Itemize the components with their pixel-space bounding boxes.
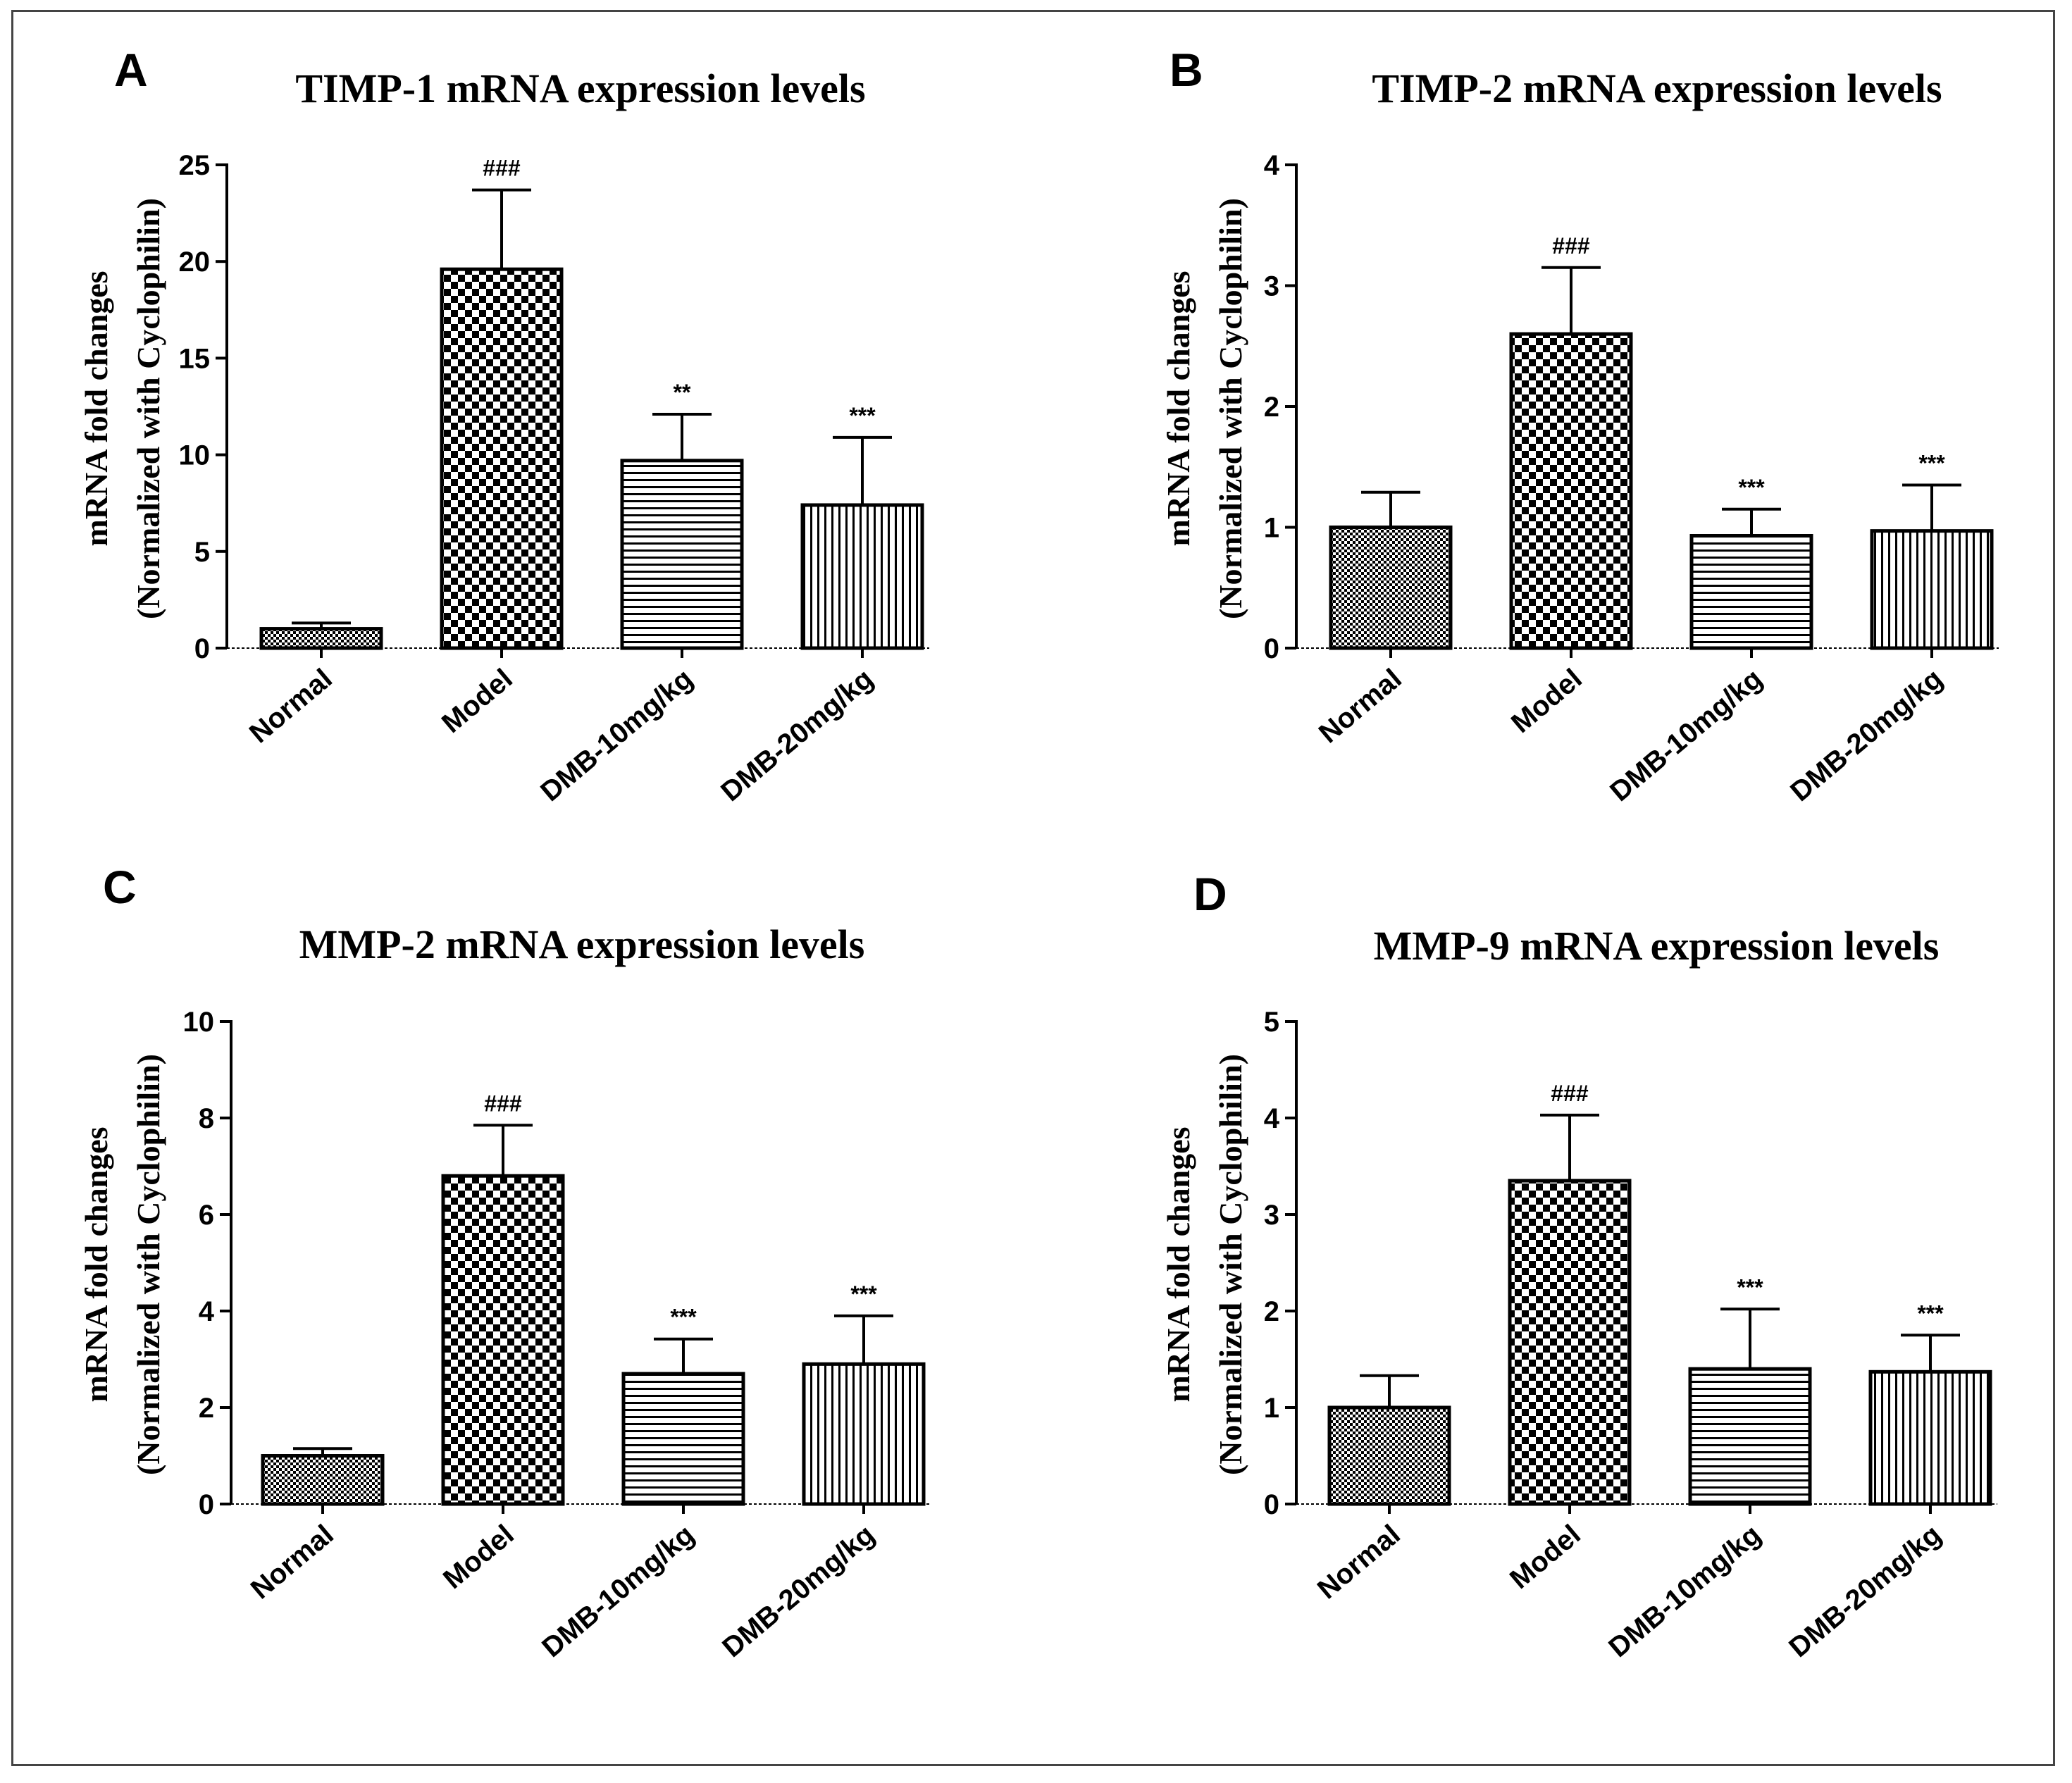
y-tick-label: 10	[183, 1007, 215, 1038]
y-tick-label: 0	[194, 633, 210, 664]
panel-letter: B	[1170, 44, 1203, 96]
significance-label: ***	[1917, 1300, 1944, 1326]
bar-dmb-10mg-kg	[621, 1372, 745, 1506]
y-tick-label: 8	[199, 1103, 214, 1134]
significance-label: ***	[1737, 1274, 1763, 1300]
bar-model	[440, 267, 564, 650]
y-axis-label: mRNA fold changes	[78, 1126, 114, 1402]
x-tick-label: Model	[438, 1519, 520, 1595]
y-tick-label: 4	[1264, 150, 1280, 181]
x-tick-label: DMB-20mg/kg	[1785, 663, 1949, 807]
y-axis-label: mRNA fold changes	[78, 271, 114, 546]
y-tick-label: 3	[1264, 1200, 1279, 1231]
panel-letter: A	[114, 44, 148, 96]
x-tick-label: DMB-10mg/kg	[535, 663, 699, 807]
bar-dmb-20mg-kg	[1870, 529, 1994, 650]
panel-a: A TIMP-1 mRNA expression levels mRNA fol…	[78, 44, 929, 807]
bar-normal	[261, 1454, 385, 1506]
x-tick-label: Model	[1504, 1519, 1587, 1595]
panel-letter: D	[1193, 868, 1227, 920]
panel-b: B TIMP-2 mRNA expression levels mRNA fol…	[1160, 44, 1999, 807]
y-axis-label-sub: (Normalized with Cyclophilin)	[130, 198, 166, 619]
x-tick-label: Normal	[245, 1519, 340, 1605]
x-tick-label: Normal	[244, 663, 338, 749]
bar-dmb-10mg-kg	[620, 459, 744, 650]
figure-frame	[11, 10, 2055, 1766]
panel-title: MMP-2 mRNA expression levels	[299, 921, 865, 967]
y-axis-label: mRNA fold changes	[1160, 1126, 1196, 1402]
significance-label: ###	[1551, 1081, 1589, 1106]
plot-area: 0 1 2 3 4 5 Normal ### Model *** DMB-10mg/kg *** DMB…	[1264, 1007, 1997, 1663]
bar-dmb-10mg-kg	[1688, 1367, 1812, 1506]
significance-label: **	[674, 380, 691, 405]
y-axis-label-sub: (Normalized with Cyclophilin)	[130, 1054, 166, 1475]
significance-label: ###	[1552, 233, 1590, 259]
x-tick-label: DMB-10mg/kg	[1604, 663, 1768, 807]
y-tick-label: 5	[1264, 1007, 1279, 1038]
bar-normal	[1327, 1405, 1451, 1506]
x-tick-label: Model	[1506, 663, 1588, 739]
x-tick-label: DMB-20mg/kg	[716, 1519, 881, 1663]
bar-model	[441, 1174, 565, 1506]
y-tick-label: 2	[1264, 392, 1279, 423]
y-tick-label: 0	[1264, 1489, 1279, 1520]
y-tick-label: 0	[199, 1489, 214, 1520]
x-tick-label: DMB-20mg/kg	[715, 663, 879, 807]
y-tick-label: 3	[1264, 271, 1279, 302]
panel-title: TIMP-1 mRNA expression levels	[295, 66, 865, 111]
y-tick-label: 20	[179, 247, 211, 278]
significance-label: ***	[670, 1305, 697, 1330]
bar-normal	[259, 627, 383, 650]
x-tick-label: DMB-10mg/kg	[1603, 1519, 1767, 1663]
y-tick-label: 1	[1264, 513, 1279, 544]
bar-normal	[1329, 526, 1453, 650]
y-tick-label: 2	[199, 1393, 214, 1424]
bar-model	[1509, 332, 1633, 650]
x-tick-label: Normal	[1313, 663, 1408, 749]
y-tick-label: 6	[199, 1200, 214, 1231]
significance-label: ***	[849, 403, 876, 428]
bar-model	[1508, 1179, 1632, 1506]
panel-title: TIMP-2 mRNA expression levels	[1372, 66, 1942, 111]
y-tick-label: 2	[1264, 1296, 1279, 1327]
significance-label: ***	[1738, 475, 1765, 500]
panel-c: C MMP-2 mRNA expression levels mRNA fold…	[78, 861, 931, 1663]
panel-letter: C	[103, 861, 137, 913]
x-tick-label: Model	[436, 663, 519, 739]
panel-title: MMP-9 mRNA expression levels	[1374, 923, 1940, 969]
plot-area: 0 5 10 15 20 25 Normal ### Model ** DMB-10mg/kg ***…	[179, 150, 929, 807]
bar-dmb-20mg-kg	[1868, 1369, 1992, 1506]
plot-area: 0 1 2 3 4 Normal ### Model *** DMB-10mg/kg *** DMB-…	[1264, 150, 1999, 807]
bar-dmb-10mg-kg	[1689, 534, 1813, 650]
plot-area: 0 2 4 6 8 10 Normal ### Model *** DMB-10mg/kg *** DM…	[183, 1007, 931, 1663]
y-axis-label-sub: (Normalized with Cyclophilin)	[1212, 198, 1248, 619]
y-tick-label: 5	[194, 537, 210, 568]
x-tick-label: Normal	[1312, 1519, 1406, 1605]
y-tick-label: 4	[199, 1296, 215, 1327]
y-tick-label: 0	[1264, 633, 1279, 664]
x-tick-label: DMB-10mg/kg	[536, 1519, 700, 1663]
panel-d: D MMP-9 mRNA expression levels mRNA fold…	[1160, 868, 1997, 1663]
y-axis-label: mRNA fold changes	[1160, 271, 1196, 546]
y-tick-label: 1	[1264, 1393, 1279, 1424]
significance-label: ***	[850, 1281, 877, 1307]
y-tick-label: 10	[179, 440, 211, 471]
significance-label: ***	[1918, 450, 1945, 476]
y-tick-label: 4	[1264, 1103, 1280, 1134]
y-tick-label: 15	[179, 343, 211, 374]
significance-label: ###	[484, 1091, 522, 1116]
bar-dmb-20mg-kg	[802, 1362, 926, 1506]
x-tick-label: DMB-20mg/kg	[1783, 1519, 1947, 1663]
y-axis-label-sub: (Normalized with Cyclophilin)	[1212, 1054, 1248, 1475]
y-tick-label: 25	[179, 150, 211, 181]
bar-dmb-20mg-kg	[800, 503, 924, 650]
significance-label: ###	[483, 156, 521, 181]
